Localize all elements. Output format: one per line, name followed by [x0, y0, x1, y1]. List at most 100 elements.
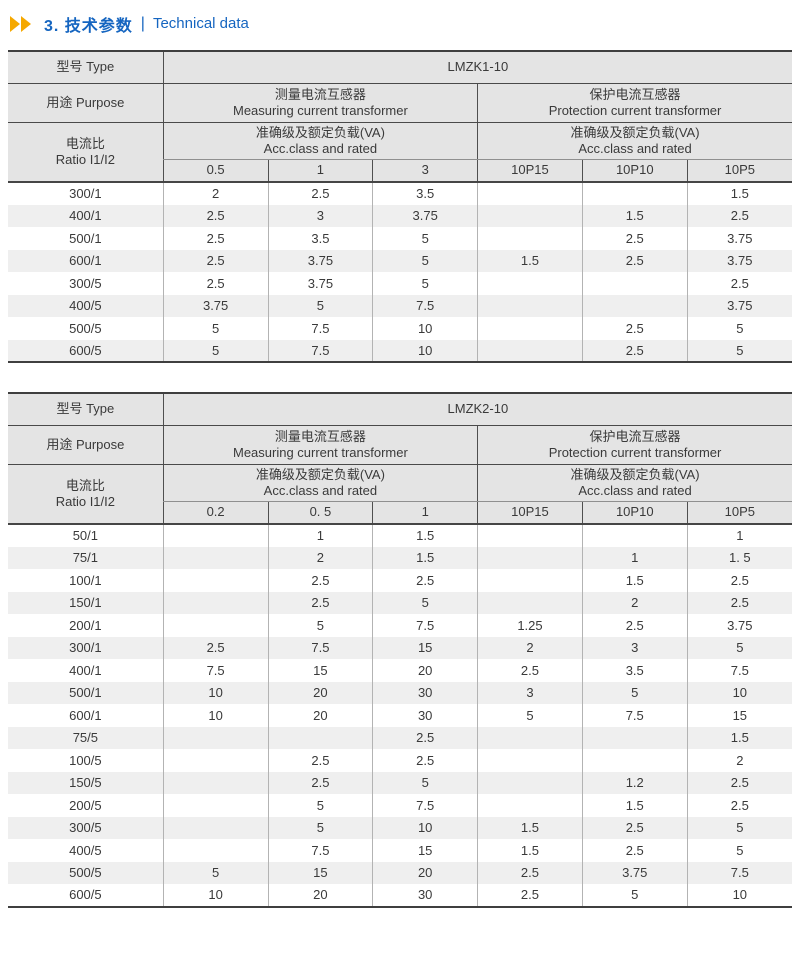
- value-cell: 2.5: [477, 659, 583, 682]
- value-cell: 5: [581, 884, 688, 907]
- protection-header: 保护电流互感器 Protection current transformer: [477, 425, 792, 465]
- value-cell: [162, 569, 269, 592]
- value-cell: 5: [267, 614, 373, 637]
- acc-class-en: Acc.class and rated: [578, 140, 692, 156]
- value-cell: [581, 524, 688, 547]
- ratio-cell: 150/1: [8, 591, 164, 614]
- table-row: 300/5 5 10 1.5 2.5 5: [8, 816, 792, 839]
- value-cell: 10: [372, 317, 478, 340]
- table-body: 50/1 1 1.5 1 75/1 2 1.5 1 1. 5 100/1 2.5 2.5 1.5 2.5 1…: [8, 524, 792, 907]
- value-cell: 2.5: [162, 272, 269, 295]
- measuring-acc-class-header: 准确级及额定负载(VA) Acc.class and rated: [162, 122, 478, 160]
- measuring-zh: 测量电流互感器: [274, 428, 366, 444]
- value-cell: 3.75: [686, 249, 792, 272]
- value-cell: 15: [686, 704, 792, 727]
- value-cell: 10: [162, 681, 269, 704]
- value-cell: 2.5: [267, 569, 373, 592]
- value-cell: 5: [477, 704, 583, 727]
- value-cell: [477, 182, 583, 205]
- value-cell: 1.5: [686, 182, 792, 205]
- value-cell: 2.5: [686, 272, 792, 295]
- value-cell: 5: [581, 681, 688, 704]
- value-cell: 3.5: [581, 659, 688, 682]
- value-cell: [477, 546, 583, 569]
- value-cell: 3: [581, 636, 688, 659]
- table-row: 300/1 2 2.5 3.5 1.5: [8, 182, 792, 205]
- value-cell: [162, 794, 269, 817]
- value-cell: [581, 726, 688, 749]
- lmzk1-10-table: 型号 Type LMZK1-10 用途 Purpose 测量电流互感器 Meas…: [8, 50, 792, 363]
- value-cell: 3: [477, 681, 583, 704]
- value-cell: [162, 614, 269, 637]
- value-cell: 3.75: [686, 614, 792, 637]
- value-cell: 2: [581, 591, 688, 614]
- value-cell: 3.5: [267, 227, 373, 250]
- column-header: 10P15: [477, 159, 583, 183]
- value-cell: 2.5: [372, 749, 478, 772]
- value-cell: 1.5: [372, 546, 478, 569]
- value-cell: 7.5: [267, 839, 373, 862]
- value-cell: 15: [372, 839, 478, 862]
- value-cell: [581, 749, 688, 772]
- value-cell: 2.5: [162, 227, 269, 250]
- ratio-label-zh: 电流比: [65, 477, 105, 493]
- value-cell: [267, 726, 373, 749]
- table-row: 500/5 5 15 20 2.5 3.75 7.5: [8, 861, 792, 884]
- value-cell: 1.5: [372, 524, 478, 547]
- value-cell: 3.5: [372, 182, 478, 205]
- table-row: 75/5 2.5 1.5: [8, 726, 792, 749]
- value-cell: 7.5: [372, 794, 478, 817]
- value-cell: 2.5: [162, 636, 269, 659]
- table-row: 600/5 5 7.5 10 2.5 5: [8, 339, 792, 362]
- value-cell: 10: [162, 884, 269, 907]
- protection-zh: 保护电流互感器: [589, 428, 681, 444]
- model-row: 型号 Type LMZK1-10: [8, 51, 792, 84]
- value-cell: [162, 771, 269, 794]
- value-cell: [477, 569, 583, 592]
- value-cell: 5: [372, 591, 478, 614]
- value-cell: 2.5: [477, 884, 583, 907]
- model-row: 型号 Type LMZK2-10: [8, 393, 792, 426]
- column-header: 10P10: [581, 159, 688, 183]
- value-cell: 20: [372, 861, 478, 884]
- table-row: 50/1 1 1.5 1: [8, 524, 792, 547]
- value-cell: 5: [372, 249, 478, 272]
- value-cell: [581, 272, 688, 295]
- ratio-cell: 300/1: [8, 636, 164, 659]
- acc-class-zh: 准确级及额定负载(VA): [570, 124, 700, 140]
- ratio-label-en: Ratio I1/I2: [55, 493, 115, 509]
- value-cell: 2: [686, 749, 792, 772]
- ratio-cell: 200/1: [8, 614, 164, 637]
- value-cell: 3.75: [581, 861, 688, 884]
- value-cell: 1.5: [581, 569, 688, 592]
- purpose-label: 用途 Purpose: [8, 83, 164, 123]
- lmzk2-10-table-container: 型号 Type LMZK2-10 用途 Purpose 测量电流互感器 Meas…: [8, 392, 792, 908]
- measuring-en: Measuring current transformer: [232, 102, 408, 118]
- value-cell: 15: [267, 861, 373, 884]
- value-cell: [477, 294, 583, 317]
- value-cell: 15: [372, 636, 478, 659]
- column-header: 10P15: [477, 501, 583, 525]
- column-header: 0.5: [162, 159, 269, 183]
- ratio-cell: 500/5: [8, 317, 164, 340]
- measuring-en: Measuring current transformer: [232, 444, 408, 460]
- value-cell: 2.5: [686, 569, 792, 592]
- value-cell: 10: [162, 704, 269, 727]
- value-cell: [477, 771, 583, 794]
- model-label: 型号 Type: [8, 393, 164, 426]
- value-cell: 2.5: [581, 839, 688, 862]
- section-title-en: Technical data: [152, 15, 249, 32]
- value-cell: 5: [372, 227, 478, 250]
- protection-en: Protection current transformer: [548, 444, 722, 460]
- column-header: 1: [267, 159, 373, 183]
- acc-class-zh: 准确级及额定负载(VA): [570, 466, 700, 482]
- ratio-cell: 500/1: [8, 681, 164, 704]
- value-cell: [162, 839, 269, 862]
- value-cell: 1.5: [477, 839, 583, 862]
- ratio-cell: 400/5: [8, 294, 164, 317]
- value-cell: 20: [267, 884, 373, 907]
- value-cell: 5: [162, 339, 269, 362]
- value-cell: 15: [267, 659, 373, 682]
- ratio-cell: 100/1: [8, 569, 164, 592]
